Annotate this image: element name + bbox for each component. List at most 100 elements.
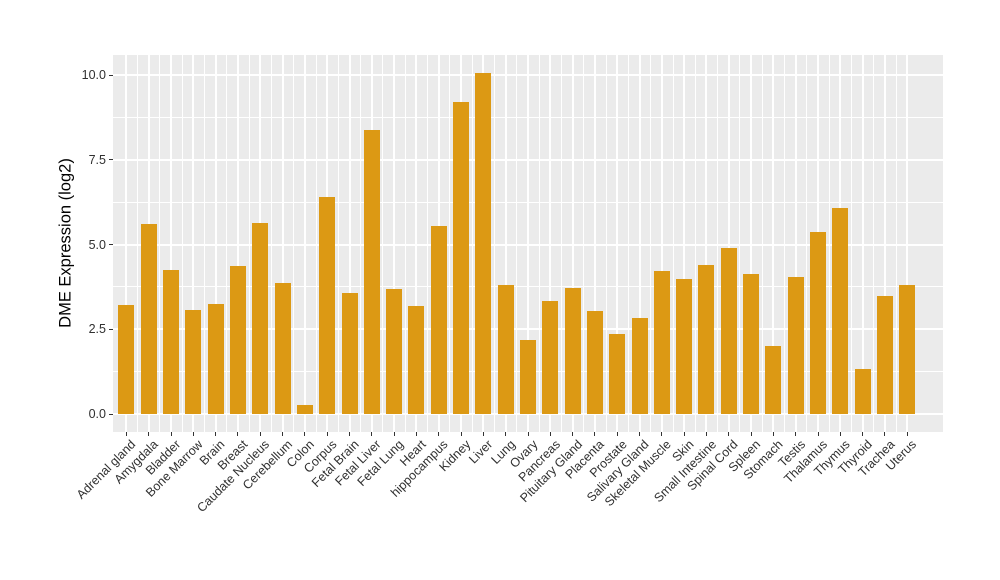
gridline-minor-x <box>694 55 696 432</box>
bar-liver <box>475 73 492 414</box>
gridline-minor-x <box>494 55 496 432</box>
bar-fetal-lung <box>386 289 403 414</box>
bar-fetal-brain <box>341 293 358 414</box>
gridline-minor-x <box>471 55 473 432</box>
gridline-major-x <box>616 55 619 432</box>
x-tick-mark <box>125 432 127 436</box>
bar-pituitary-gland <box>564 287 581 414</box>
x-tick-mark <box>705 432 707 436</box>
gridline-major-x <box>571 55 574 432</box>
gridline-minor-x <box>828 55 830 432</box>
bar-amygdala <box>140 224 157 414</box>
x-tick-mark <box>527 432 529 436</box>
gridline-minor-x <box>538 55 540 432</box>
x-tick-mark <box>326 432 328 436</box>
gridline-major-x <box>415 55 418 432</box>
x-tick-mark <box>772 432 774 436</box>
x-tick-mark <box>817 432 819 436</box>
gridline-minor-x <box>717 55 719 432</box>
gridline-minor-x <box>337 55 339 432</box>
bar-ovary <box>520 340 536 414</box>
x-tick-mark <box>438 432 440 436</box>
bar-corpus <box>319 196 336 414</box>
gridline-minor-x <box>650 55 652 432</box>
x-tick-mark <box>192 432 194 436</box>
gridline-minor-x <box>315 55 317 432</box>
x-tick-mark <box>460 432 462 436</box>
bar-caudate-nucleus <box>252 223 269 414</box>
x-tick-mark <box>572 432 574 436</box>
gridline-minor-x <box>404 55 406 432</box>
gridline-major-x <box>750 55 753 432</box>
bar-skeletal-muscle <box>653 270 670 414</box>
bar-kidney <box>453 102 470 414</box>
y-tick-mark <box>109 74 113 76</box>
x-tick-mark <box>170 432 172 436</box>
y-tick-mark <box>109 413 113 415</box>
gridline-minor-x <box>226 55 228 432</box>
x-tick-mark <box>304 432 306 436</box>
x-tick-mark <box>415 432 417 436</box>
y-tick-label: 2.5 <box>88 322 106 337</box>
gridline-minor-x <box>270 55 272 432</box>
y-tick-label: 5.0 <box>88 237 106 252</box>
bar-bone-marrow <box>185 309 202 414</box>
y-axis-title: DME Expression (log2) <box>56 158 75 328</box>
x-tick-mark <box>349 432 350 436</box>
x-tick-mark <box>148 432 150 436</box>
gridline-minor-x <box>560 55 562 432</box>
bar-breast <box>229 265 246 414</box>
y-tick-mark <box>109 159 113 161</box>
gridline-minor-x <box>293 55 295 432</box>
gridline-minor-x <box>605 55 607 432</box>
gridline-major-x <box>593 55 596 432</box>
gridline-minor-x <box>739 55 741 432</box>
x-tick-mark <box>371 432 373 436</box>
bar-hippocampus <box>430 225 447 414</box>
bar-spleen <box>743 274 760 414</box>
x-tick-mark <box>906 432 908 436</box>
bar-lung <box>497 284 514 414</box>
bar-fetal-liver <box>363 130 380 414</box>
x-tick-mark <box>795 432 797 436</box>
x-tick-mark <box>282 432 284 436</box>
bar-spinal-cord <box>720 247 737 414</box>
bar-small-intestine <box>698 264 715 414</box>
gridline-major-x <box>170 55 172 432</box>
bar-pancreas <box>542 301 559 414</box>
x-tick-mark <box>594 432 596 436</box>
x-tick-mark <box>862 432 864 436</box>
gridline-major-x <box>861 55 864 432</box>
gridline-major-x <box>125 55 128 432</box>
gridline-minor-x <box>516 55 518 432</box>
gridline-major-x <box>281 55 284 432</box>
gridline-minor-x <box>873 55 875 432</box>
gridline-minor-x <box>203 55 205 432</box>
bar-thalamus <box>810 231 827 414</box>
x-tick-mark <box>482 432 484 436</box>
gridline-major-x <box>348 55 351 432</box>
bar-stomach <box>765 345 782 414</box>
x-tick-mark <box>683 432 685 436</box>
gridline-minor-x <box>672 55 674 432</box>
y-tick-mark <box>109 244 113 245</box>
plot-panel <box>113 55 943 432</box>
gridline-major-x <box>236 55 239 432</box>
gridline-major-x <box>705 55 708 432</box>
gridline-major-x <box>303 55 306 432</box>
gridline-minor-x <box>382 55 384 432</box>
gridline-minor-x <box>427 55 429 432</box>
gridline-major-x <box>504 55 507 432</box>
x-tick-mark <box>505 432 507 436</box>
x-tick-mark <box>616 432 618 436</box>
gridline-minor-x <box>360 55 362 432</box>
x-tick-mark <box>237 432 239 436</box>
gridline-major-x <box>192 55 195 432</box>
x-tick-mark <box>549 432 551 436</box>
gridline-major-x <box>393 55 396 432</box>
gridline-major-x <box>683 55 686 432</box>
y-tick-label: 7.5 <box>88 152 106 167</box>
gridline-minor-x <box>181 55 183 432</box>
y-tick-label: 10.0 <box>81 68 106 82</box>
